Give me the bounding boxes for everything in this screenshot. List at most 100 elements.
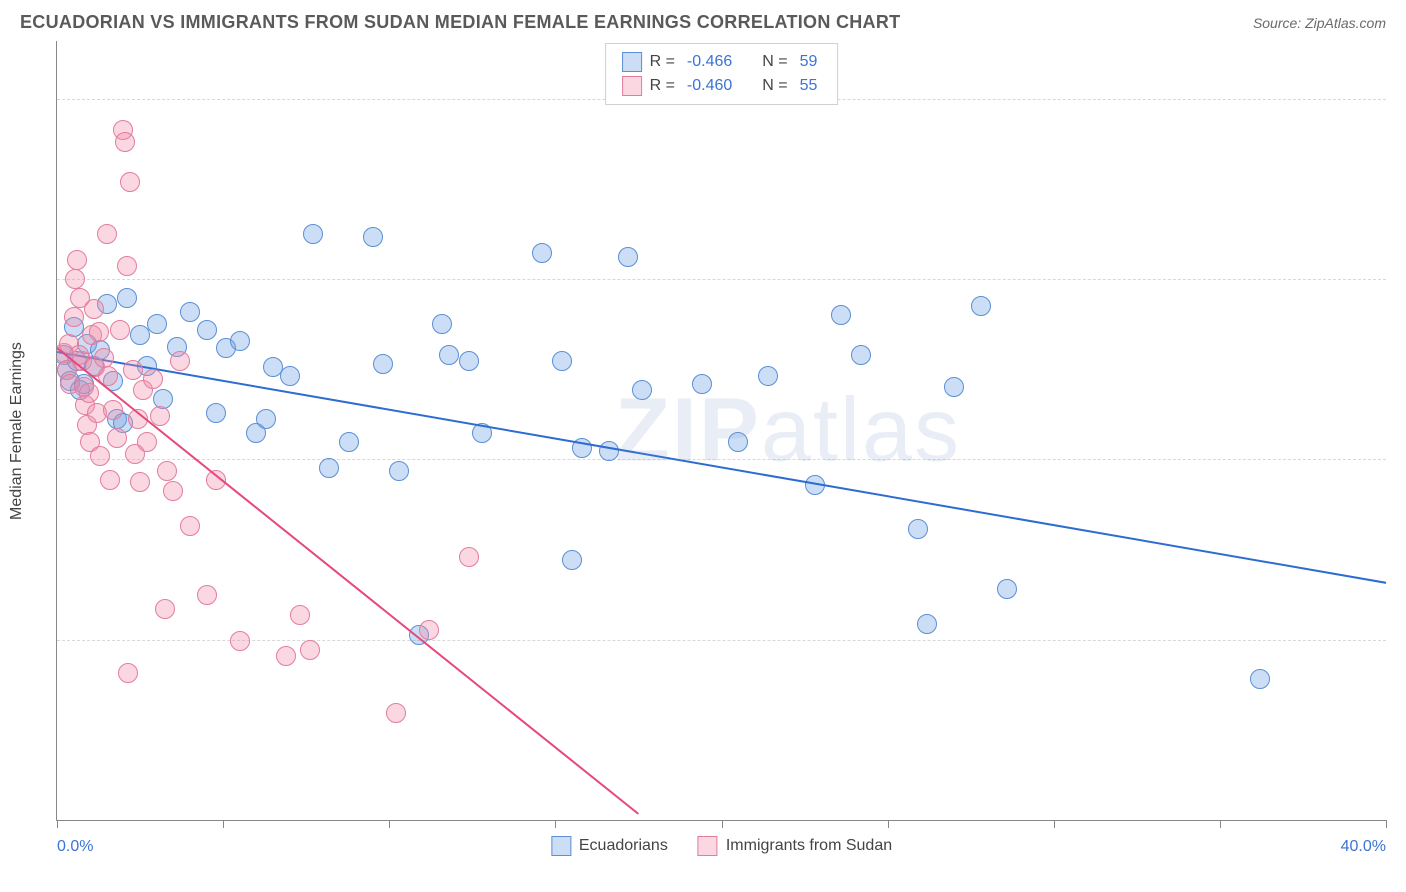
data-point (552, 351, 572, 371)
data-point (64, 307, 84, 327)
legend-swatch (622, 52, 642, 72)
data-point (728, 432, 748, 452)
x-tick (1386, 820, 1387, 828)
data-point (97, 224, 117, 244)
data-point (971, 296, 991, 316)
legend-swatch (698, 836, 718, 856)
legend-N-value: 55 (800, 77, 818, 95)
legend-R-value: -0.460 (687, 77, 732, 95)
data-point (65, 269, 85, 289)
data-point (319, 458, 339, 478)
data-point (118, 663, 138, 683)
watermark: ZIPatlas (615, 379, 961, 482)
data-point (303, 224, 323, 244)
x-tick (1054, 820, 1055, 828)
trend-line (57, 347, 639, 815)
data-point (230, 631, 250, 651)
legend-R-value: -0.466 (687, 53, 732, 71)
data-point (123, 360, 143, 380)
data-point (100, 470, 120, 490)
data-point (197, 320, 217, 340)
legend-item: Ecuadorians (551, 836, 668, 856)
source-attribution: Source: ZipAtlas.com (1253, 15, 1386, 31)
x-tick (888, 820, 889, 828)
legend-item: Immigrants from Sudan (698, 836, 892, 856)
data-point (363, 227, 383, 247)
data-point (256, 409, 276, 429)
legend-R-label: R = (650, 77, 675, 95)
data-point (459, 351, 479, 371)
plot-area: ZIPatlas R =-0.466N =59R =-0.460N =55 $2… (57, 41, 1386, 820)
data-point (147, 314, 167, 334)
data-point (115, 132, 135, 152)
data-point (120, 172, 140, 192)
data-point (290, 605, 310, 625)
gridline (57, 640, 1386, 641)
legend-swatch (622, 76, 642, 96)
gridline (57, 459, 1386, 460)
data-point (419, 620, 439, 640)
data-point (386, 703, 406, 723)
data-point (618, 247, 638, 267)
x-tick (555, 820, 556, 828)
data-point (110, 320, 130, 340)
data-point (280, 366, 300, 386)
data-point (180, 516, 200, 536)
legend-swatch (551, 836, 571, 856)
data-point (84, 299, 104, 319)
data-point (103, 400, 123, 420)
data-point (997, 579, 1017, 599)
x-axis-max-label: 40.0% (1341, 838, 1386, 856)
data-point (831, 305, 851, 325)
legend-series-name: Immigrants from Sudan (726, 837, 892, 855)
data-point (170, 351, 190, 371)
data-point (532, 243, 552, 263)
x-tick (57, 820, 58, 828)
data-point (137, 432, 157, 452)
chart-area: Median Female Earnings ZIPatlas R =-0.46… (56, 41, 1386, 821)
data-point (90, 446, 110, 466)
correlation-legend: R =-0.466N =59R =-0.460N =55 (605, 43, 839, 105)
series-legend: Ecuadorians Immigrants from Sudan (551, 836, 892, 856)
y-axis-title: Median Female Earnings (8, 342, 26, 520)
data-point (1250, 669, 1270, 689)
data-point (130, 472, 150, 492)
data-point (599, 441, 619, 461)
legend-row: R =-0.466N =59 (622, 50, 822, 74)
chart-title: ECUADORIAN VS IMMIGRANTS FROM SUDAN MEDI… (20, 12, 900, 33)
x-tick (722, 820, 723, 828)
data-point (562, 550, 582, 570)
data-point (143, 369, 163, 389)
data-point (155, 599, 175, 619)
data-point (459, 547, 479, 567)
data-point (79, 383, 99, 403)
data-point (89, 322, 109, 342)
data-point (300, 640, 320, 660)
x-tick (389, 820, 390, 828)
gridline (57, 279, 1386, 280)
legend-R-label: R = (650, 53, 675, 71)
data-point (180, 302, 200, 322)
data-point (439, 345, 459, 365)
data-point (632, 380, 652, 400)
data-point (117, 288, 137, 308)
data-point (230, 331, 250, 351)
data-point (692, 374, 712, 394)
data-point (206, 403, 226, 423)
data-point (157, 461, 177, 481)
legend-row: R =-0.460N =55 (622, 74, 822, 98)
data-point (197, 585, 217, 605)
data-point (917, 614, 937, 634)
data-point (67, 250, 87, 270)
data-point (758, 366, 778, 386)
data-point (276, 646, 296, 666)
legend-series-name: Ecuadorians (579, 837, 668, 855)
x-axis-min-label: 0.0% (57, 838, 93, 856)
data-point (117, 256, 137, 276)
data-point (851, 345, 871, 365)
legend-N-label: N = (762, 53, 787, 71)
data-point (432, 314, 452, 334)
data-point (389, 461, 409, 481)
trend-line (57, 351, 1386, 584)
x-tick (1220, 820, 1221, 828)
